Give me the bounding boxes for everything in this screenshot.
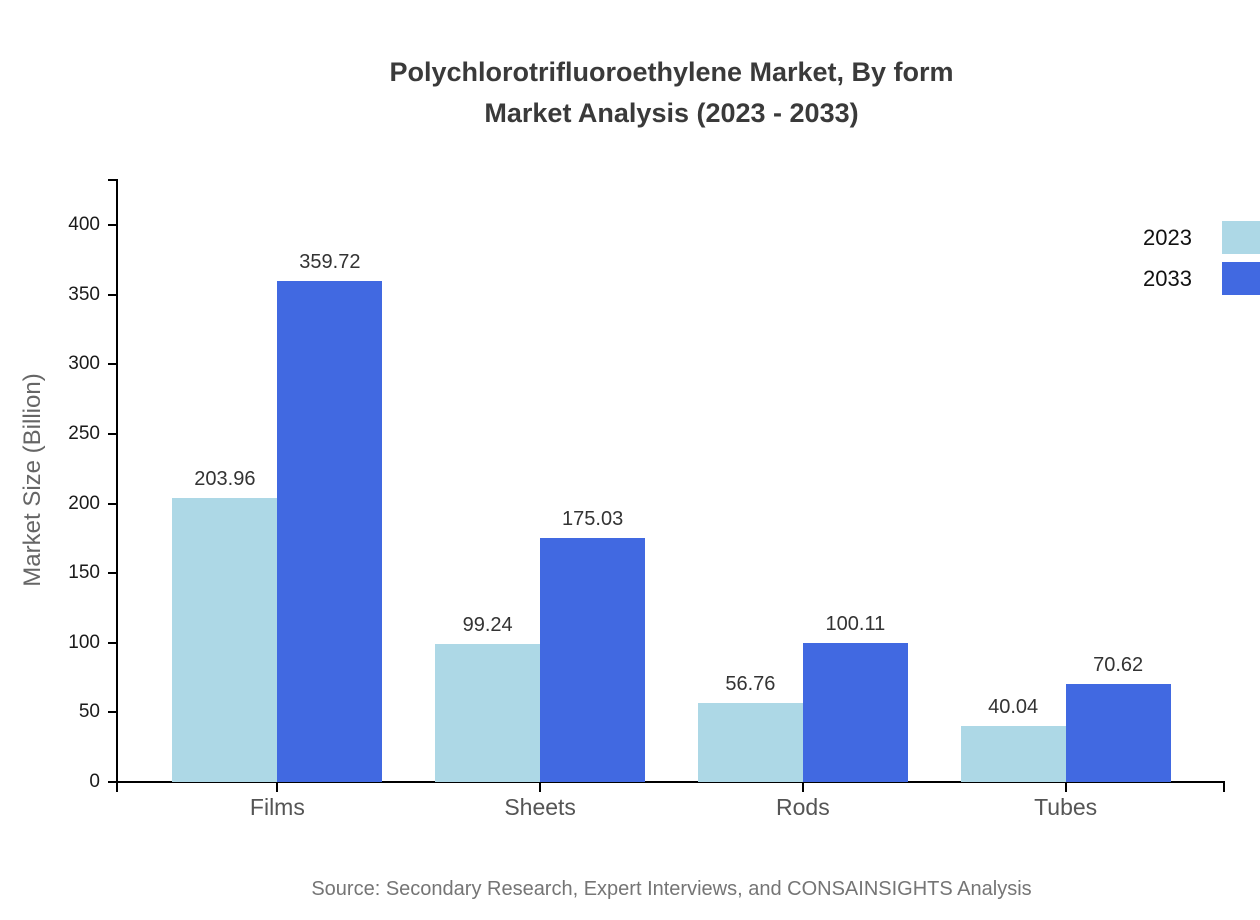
y-tick-label: 250 — [68, 422, 100, 444]
legend-label: 2033 — [1143, 266, 1192, 291]
y-tick — [108, 641, 118, 644]
y-tick — [108, 781, 118, 783]
legend-item: 2023 — [1143, 221, 1260, 254]
x-category-label: Films — [249, 794, 305, 820]
legend-swatch — [1222, 221, 1260, 254]
y-tick-label: 350 — [68, 283, 100, 305]
x-axis-line — [108, 781, 1225, 783]
bar-2033-rods — [802, 642, 908, 782]
y-tick — [108, 711, 118, 714]
y-tick — [108, 293, 118, 296]
y-tick-label: 400 — [68, 214, 100, 235]
bar-value-label: 99.24 — [462, 613, 513, 636]
y-tick-label: 150 — [68, 562, 100, 584]
bar-value-label: 359.72 — [299, 251, 361, 274]
bar-2033-sheets — [540, 538, 646, 782]
x-category-label: Tubes — [1034, 794, 1098, 820]
y-axis-end-tick — [108, 179, 118, 181]
bar-value-label: 56.76 — [725, 672, 776, 695]
legend-label: 2023 — [1143, 225, 1192, 250]
x-tick — [276, 782, 279, 792]
bar-value-label: 70.62 — [1093, 653, 1144, 676]
y-tick-label: 50 — [78, 701, 100, 723]
y-tick-label: 0 — [89, 771, 100, 792]
y-tick-label: 300 — [68, 353, 100, 375]
chart-title-line1: Polychlorotrifluoroethylene Market, By f… — [389, 57, 954, 87]
bar-value-label: 100.11 — [825, 612, 886, 635]
y-tick — [108, 363, 118, 366]
y-tick — [108, 502, 118, 505]
x-category-label: Rods — [776, 794, 830, 820]
bar-2023-rods — [697, 702, 803, 782]
bar-2023-films — [172, 497, 278, 782]
bar-2023-sheets — [435, 643, 541, 782]
source-attribution: Source: Secondary Research, Expert Inter… — [311, 878, 1032, 900]
bar-value-label: 203.96 — [194, 467, 256, 490]
y-tick-label: 200 — [68, 492, 100, 514]
legend-swatch — [1222, 262, 1260, 295]
legend: 2023 2033 — [1143, 221, 1260, 303]
bar-value-label: 40.04 — [988, 696, 1039, 719]
y-tick — [108, 432, 118, 435]
bar-2033-tubes — [1065, 683, 1171, 782]
chart-title-line2: Market Analysis (2023 - 2033) — [484, 98, 859, 128]
chart-title: Polychlorotrifluoroethylene Market, By f… — [118, 52, 1225, 134]
x-axis-end-tick — [1223, 782, 1225, 792]
bar-value-label: 175.03 — [562, 508, 624, 531]
bar-2033-films — [277, 281, 383, 782]
x-tick — [539, 782, 542, 792]
y-tick — [108, 224, 118, 226]
bar-2023-tubes — [960, 726, 1066, 782]
x-tick — [1064, 782, 1067, 792]
y-axis-line — [116, 180, 118, 792]
y-tick-label: 100 — [68, 631, 100, 653]
y-tick — [108, 572, 118, 575]
x-category-label: Sheets — [504, 794, 576, 820]
x-tick — [801, 782, 804, 792]
legend-item: 2033 — [1143, 262, 1260, 295]
